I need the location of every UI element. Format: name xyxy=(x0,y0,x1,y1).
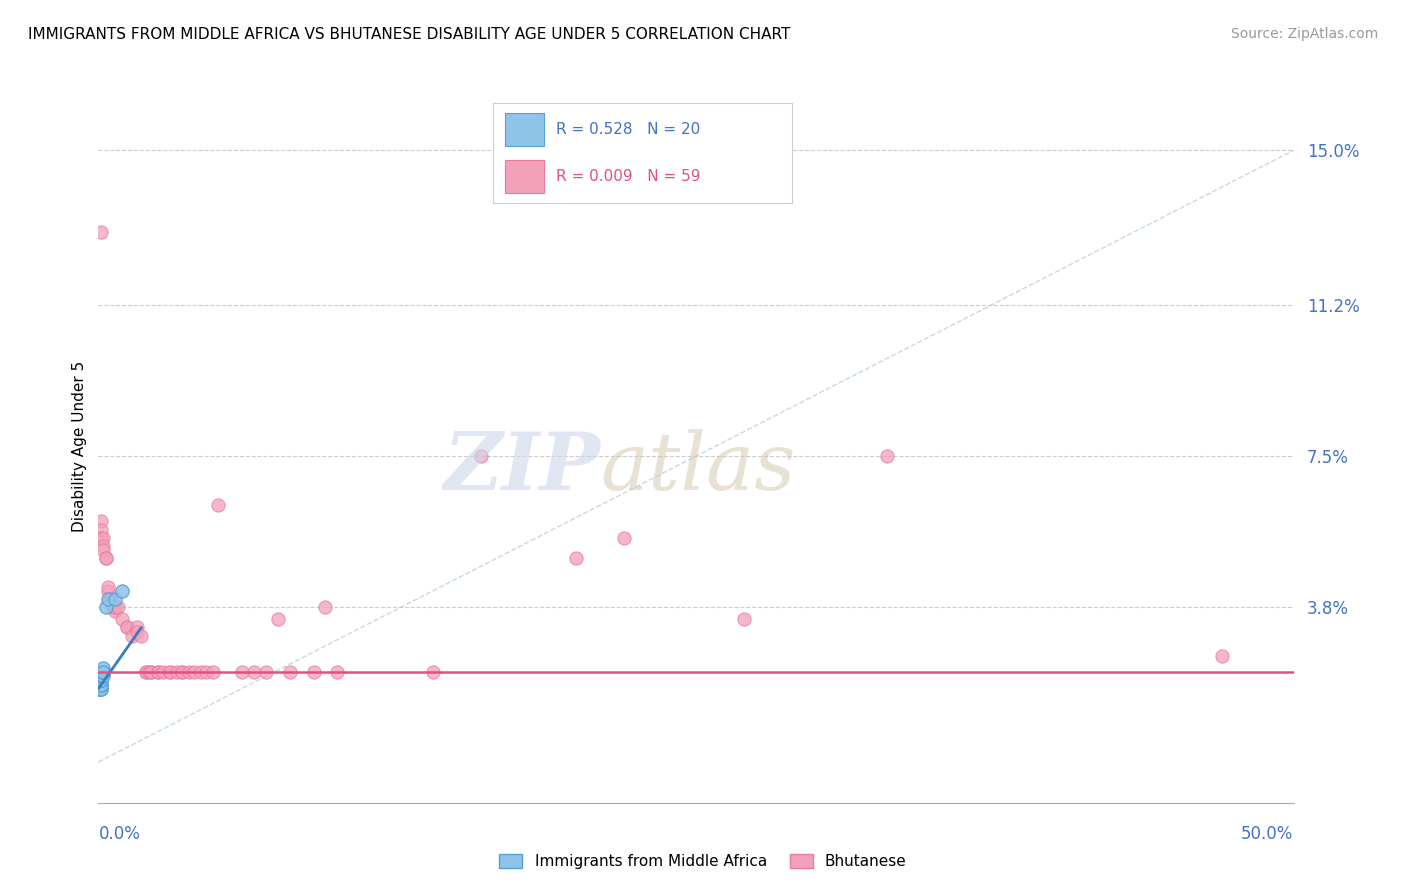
Point xyxy=(326,665,349,680)
Point xyxy=(94,600,117,615)
Point xyxy=(97,580,120,594)
Point xyxy=(91,661,114,675)
Point xyxy=(876,449,898,463)
Point xyxy=(243,665,266,680)
Point xyxy=(159,665,181,680)
Point xyxy=(138,665,160,680)
Point xyxy=(125,620,148,634)
Point xyxy=(90,677,112,691)
Legend: Immigrants from Middle Africa, Bhutanese: Immigrants from Middle Africa, Bhutanese xyxy=(494,848,912,875)
Point xyxy=(202,665,225,680)
Point xyxy=(152,665,174,680)
Point xyxy=(613,531,636,545)
Point xyxy=(90,677,112,691)
Point xyxy=(278,665,301,680)
Y-axis label: Disability Age Under 5: Disability Age Under 5 xyxy=(72,360,87,532)
Point xyxy=(91,665,114,680)
Point xyxy=(172,665,194,680)
Point xyxy=(166,665,188,680)
Text: IMMIGRANTS FROM MIDDLE AFRICA VS BHUTANESE DISABILITY AGE UNDER 5 CORRELATION CH: IMMIGRANTS FROM MIDDLE AFRICA VS BHUTANE… xyxy=(28,27,790,42)
Text: Source: ZipAtlas.com: Source: ZipAtlas.com xyxy=(1230,27,1378,41)
Text: ZIP: ZIP xyxy=(443,429,600,506)
Text: atlas: atlas xyxy=(600,429,796,506)
Point xyxy=(111,612,134,626)
Point xyxy=(98,591,122,606)
Point xyxy=(139,665,162,680)
Point xyxy=(98,591,122,606)
Point xyxy=(97,583,120,598)
Point xyxy=(111,583,134,598)
Point xyxy=(231,665,253,680)
Point xyxy=(90,681,112,696)
Point xyxy=(159,665,181,680)
Point xyxy=(90,523,112,537)
Point xyxy=(87,681,110,696)
Point xyxy=(104,591,127,606)
Point xyxy=(115,620,138,634)
Text: 50.0%: 50.0% xyxy=(1241,825,1294,843)
Point xyxy=(90,665,112,680)
Point xyxy=(115,620,138,634)
Point xyxy=(90,673,112,688)
Point xyxy=(1211,648,1233,663)
Point xyxy=(125,624,148,639)
Point xyxy=(90,681,112,696)
Point xyxy=(194,665,217,680)
Point xyxy=(91,539,114,553)
Point xyxy=(179,665,201,680)
Point xyxy=(90,531,112,545)
Point xyxy=(104,600,127,615)
Point xyxy=(90,669,112,683)
Point xyxy=(87,681,110,696)
Point xyxy=(91,669,114,683)
Point xyxy=(94,551,117,566)
Point xyxy=(172,665,194,680)
Point xyxy=(135,665,157,680)
Point xyxy=(91,531,114,545)
Point xyxy=(422,665,444,680)
Point xyxy=(135,665,157,680)
Point xyxy=(94,551,117,566)
Point xyxy=(254,665,277,680)
Point xyxy=(90,515,112,529)
Point xyxy=(104,604,127,618)
Point xyxy=(97,591,120,606)
Point xyxy=(733,612,755,626)
Text: 0.0%: 0.0% xyxy=(98,825,141,843)
Point xyxy=(190,665,212,680)
Point xyxy=(91,665,114,680)
Point xyxy=(470,449,492,463)
Point xyxy=(131,629,153,643)
Point xyxy=(148,665,170,680)
Point xyxy=(90,673,112,688)
Point xyxy=(565,551,588,566)
Point xyxy=(302,665,325,680)
Point xyxy=(148,665,170,680)
Point xyxy=(90,669,112,683)
Point xyxy=(101,600,124,615)
Point xyxy=(183,665,205,680)
Point xyxy=(121,629,143,643)
Point xyxy=(139,665,162,680)
Point xyxy=(91,543,114,558)
Point xyxy=(91,665,114,680)
Point xyxy=(315,600,337,615)
Point xyxy=(90,225,112,239)
Point xyxy=(107,600,129,615)
Point xyxy=(267,612,290,626)
Point xyxy=(207,498,229,512)
Point xyxy=(101,600,124,615)
